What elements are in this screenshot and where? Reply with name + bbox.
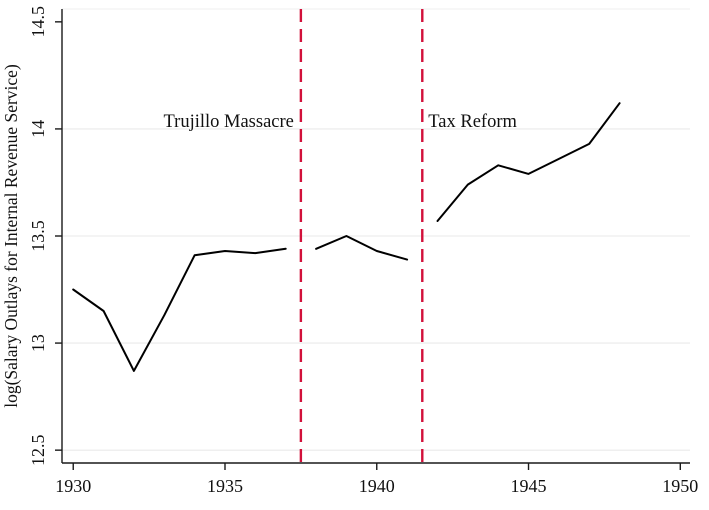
series-line-between-events-segment <box>315 235 409 261</box>
y-tick-label: 13.5 <box>28 220 48 252</box>
event-label: Tax Reform <box>428 112 517 132</box>
x-tick-label: 1940 <box>359 476 395 496</box>
x-tick-label: 1945 <box>511 476 547 496</box>
series-line-post-reform-segment <box>436 102 621 222</box>
y-tick-label: 13 <box>28 334 48 352</box>
x-tick-label: 1930 <box>55 476 91 496</box>
y-axis-title: log(Salary Outlays for Internal Revenue … <box>1 64 21 408</box>
y-tick-label: 14 <box>28 120 48 138</box>
x-tick-label: 1935 <box>207 476 243 496</box>
y-tick-label: 14.5 <box>28 6 48 38</box>
series-line-pre-massacre-segment <box>72 247 287 372</box>
event-label: Trujillo Massacre <box>164 112 294 132</box>
x-tick-label: 1950 <box>662 476 698 496</box>
y-tick-label: 12.5 <box>28 434 48 466</box>
